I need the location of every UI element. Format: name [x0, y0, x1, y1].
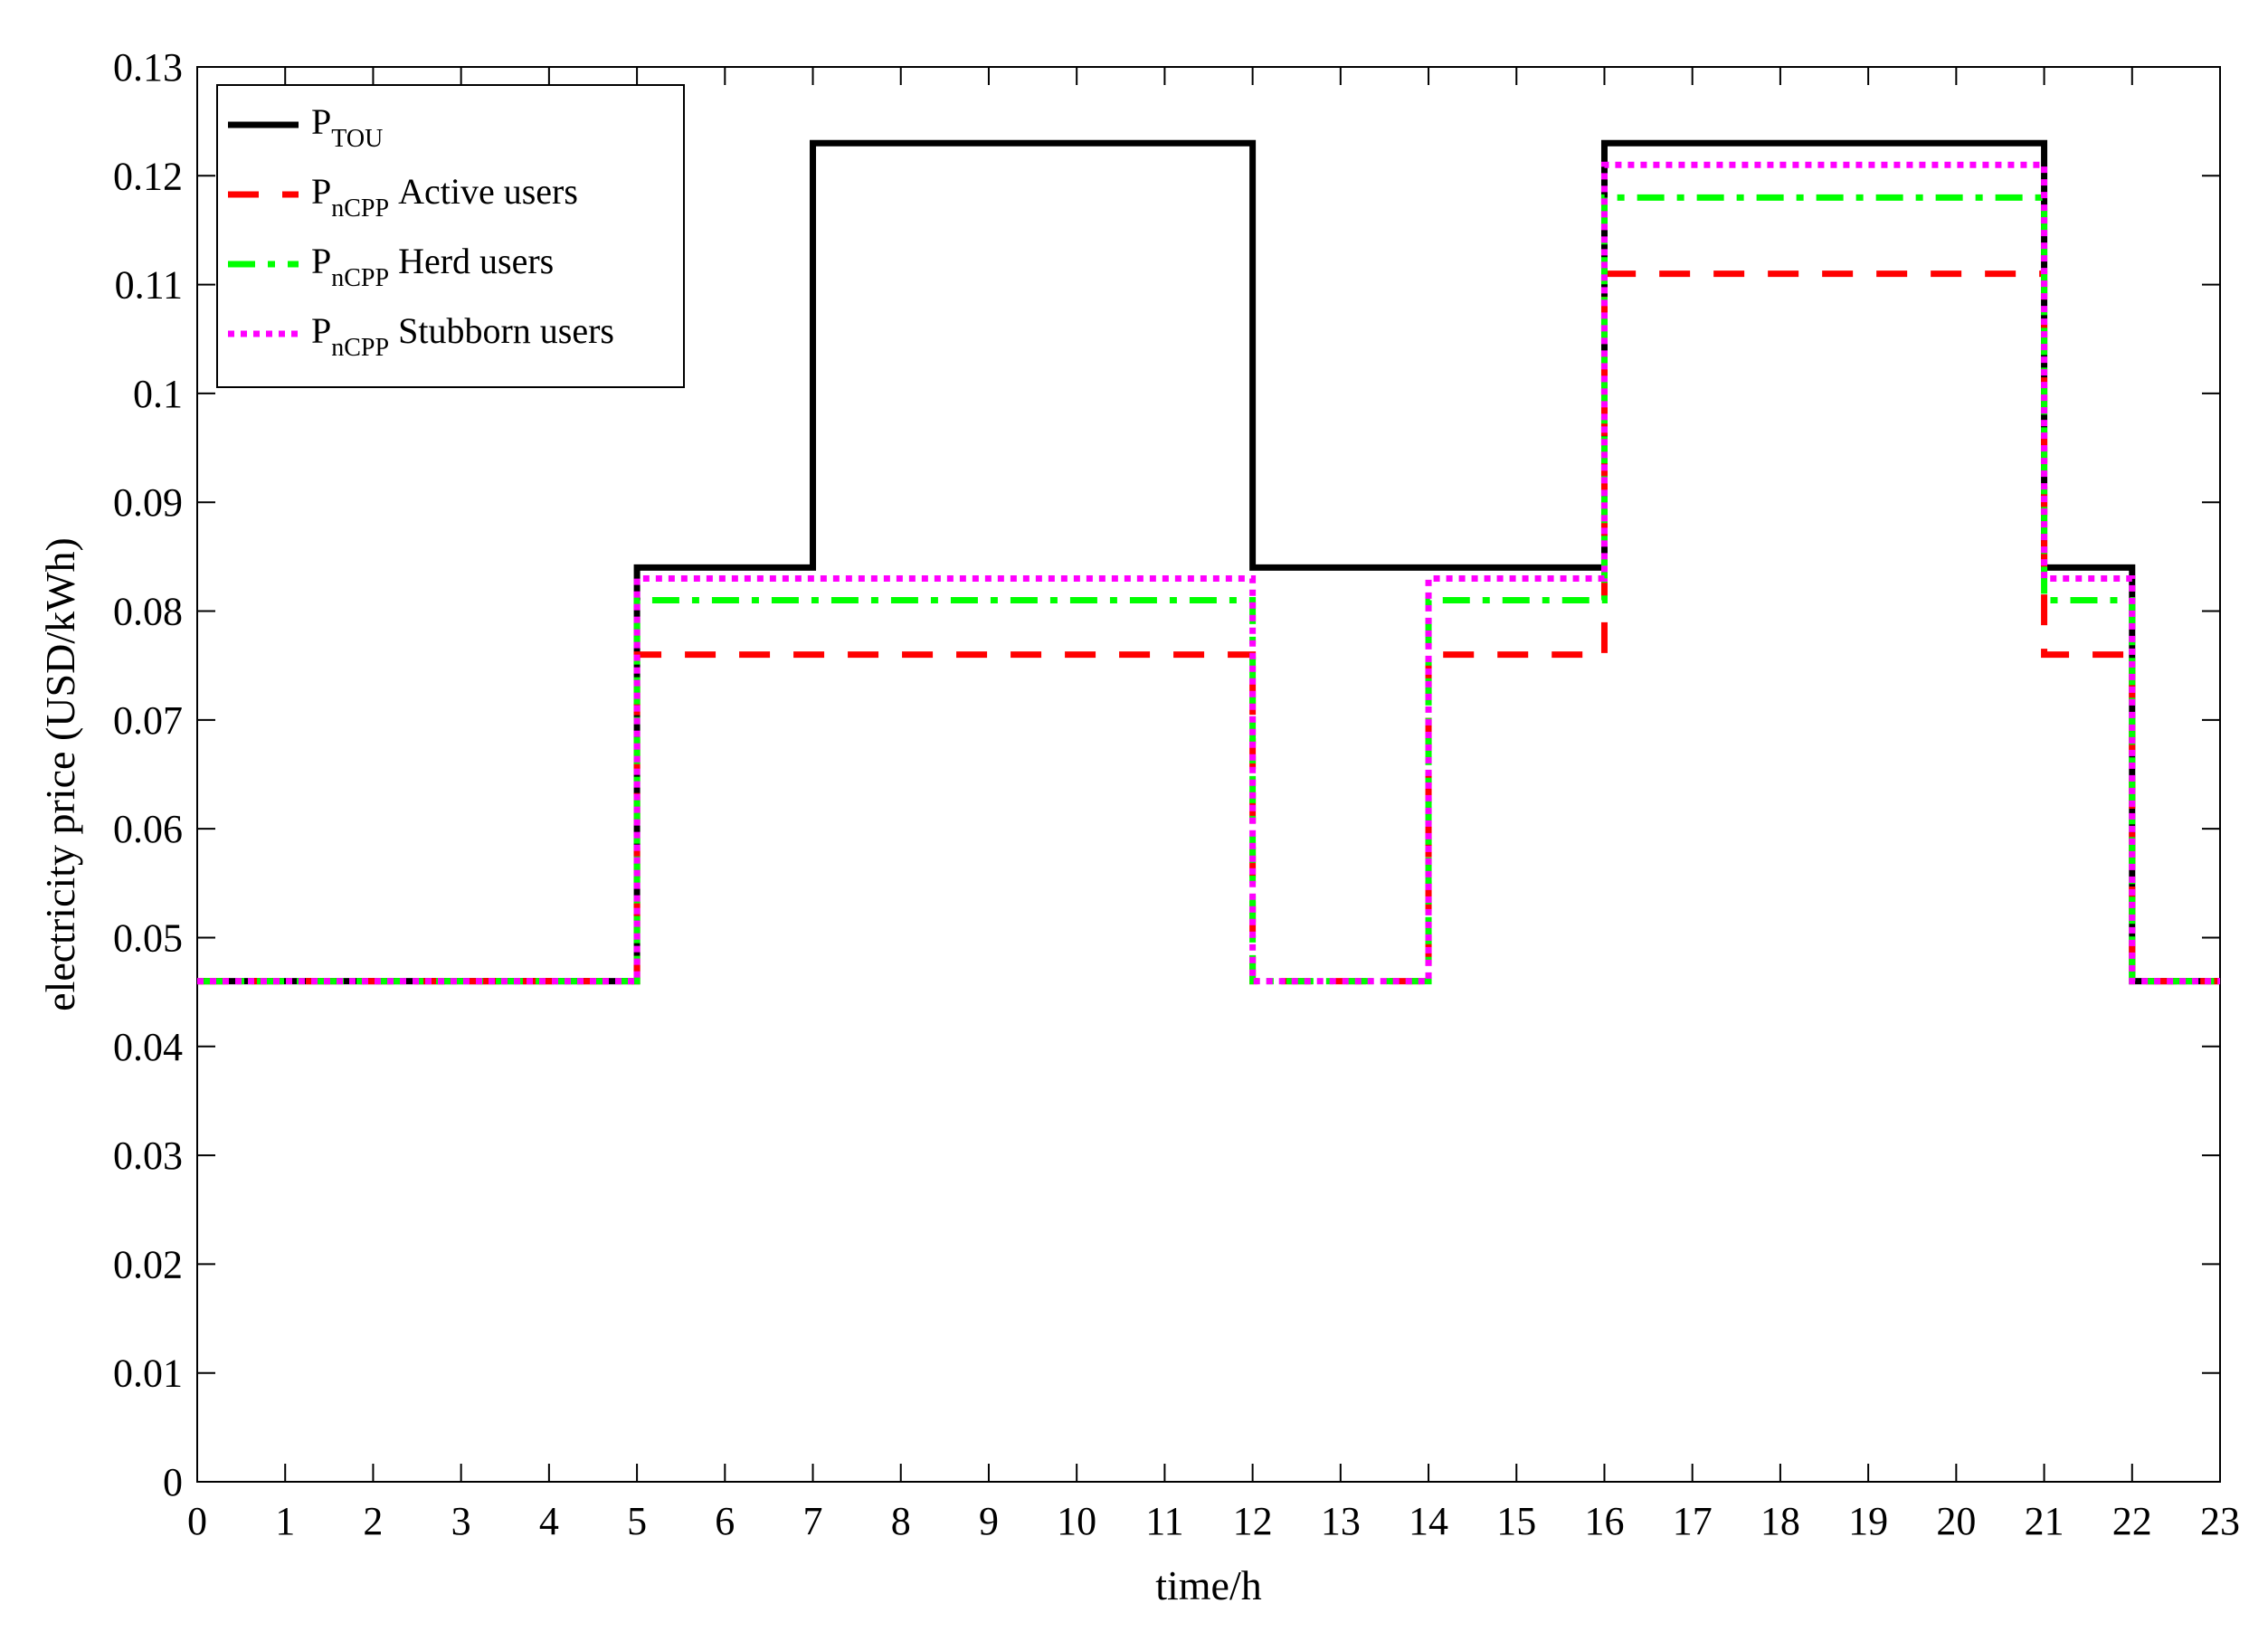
- legend-label-0: PTOU: [311, 101, 383, 153]
- y-tick-label: 0: [163, 1460, 183, 1504]
- x-tick-label: 12: [1233, 1499, 1273, 1543]
- series-line-1: [197, 270, 2220, 985]
- x-tick-label: 17: [1673, 1499, 1713, 1543]
- x-tick-label: 16: [1584, 1499, 1624, 1543]
- y-tick-label: 0.08: [113, 590, 183, 634]
- x-axis-title: time/h: [1155, 1562, 1262, 1608]
- y-tick-label: 0.01: [113, 1352, 183, 1396]
- x-tick-label: 0: [187, 1499, 207, 1543]
- y-tick-label: 0.07: [113, 698, 183, 743]
- y-axis-ticks: 0 0.01 0.02 0.03 0.04 0.05 0.06 0.07 0.08 0.09 0.1…: [113, 45, 2220, 1504]
- x-tick-label: 11: [1145, 1499, 1183, 1543]
- y-tick-label: 0.06: [113, 807, 183, 851]
- y-tick-label: 0.04: [113, 1025, 183, 1069]
- x-tick-label: 9: [979, 1499, 999, 1543]
- x-tick-label: 5: [627, 1499, 647, 1543]
- x-tick-label: 13: [1321, 1499, 1361, 1543]
- y-tick-label: 0.05: [113, 915, 183, 960]
- y-tick-label: 0.09: [113, 480, 183, 525]
- x-tick-label: 19: [1848, 1499, 1888, 1543]
- y-tick-label: 0.11: [115, 263, 183, 308]
- x-tick-label: 4: [539, 1499, 559, 1543]
- x-tick-label: 6: [715, 1499, 735, 1543]
- y-tick-label: 0.1: [133, 372, 183, 416]
- plot-frame: [196, 66, 2221, 1483]
- x-tick-label: 18: [1760, 1499, 1800, 1543]
- series-line-3: [197, 161, 2220, 985]
- y-tick-label: 0.02: [113, 1242, 183, 1286]
- y-tick-label: 0.13: [113, 45, 183, 90]
- series-line-0: [197, 139, 2220, 985]
- plot-border: [196, 66, 2221, 1483]
- legend-label-1: PnCPP Active users: [311, 171, 578, 223]
- x-tick-label: 15: [1496, 1499, 1536, 1543]
- x-tick-label: 22: [2112, 1499, 2152, 1543]
- y-axis-title: electricity price (USD/kWh): [37, 537, 83, 1011]
- x-tick-label: 10: [1057, 1499, 1096, 1543]
- x-axis-ticks: 0 1 2 3 4 5 6 7 8 9 10 11 12 13 14 15 16 17 18 19 20 21 22 23: [187, 67, 2240, 1543]
- x-tick-label: 14: [1409, 1499, 1448, 1543]
- legend: PTOU PnCPP Active users PnCPP Herd users Pn…: [216, 84, 685, 388]
- x-tick-label: 2: [363, 1499, 383, 1543]
- series-layer: [197, 139, 2220, 985]
- x-tick-label: 20: [1936, 1499, 1976, 1543]
- x-tick-label: 1: [275, 1499, 295, 1543]
- y-tick-label: 0.12: [113, 154, 183, 198]
- legend-label-3: PnCPP Stubborn users: [311, 310, 614, 362]
- x-tick-label: 21: [2025, 1499, 2064, 1543]
- x-tick-label: 7: [803, 1499, 823, 1543]
- x-tick-label: 3: [451, 1499, 471, 1543]
- legend-label-2: PnCPP Herd users: [311, 241, 554, 292]
- x-tick-label: 8: [891, 1499, 911, 1543]
- y-tick-label: 0.03: [113, 1134, 183, 1178]
- x-tick-label: 23: [2200, 1499, 2240, 1543]
- series-line-2: [197, 194, 2220, 985]
